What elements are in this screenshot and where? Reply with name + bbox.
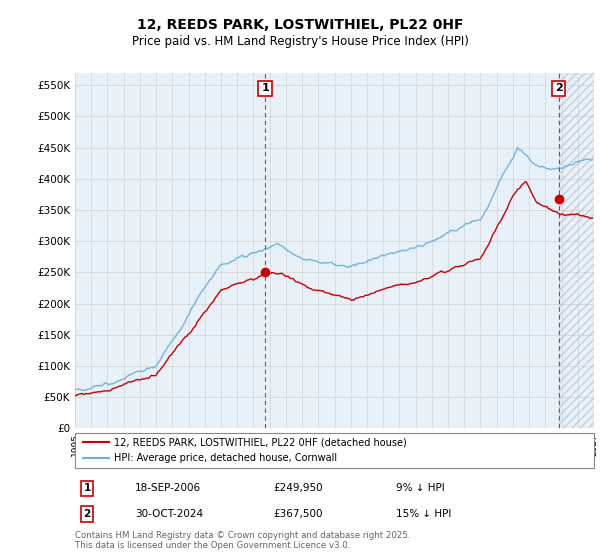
Text: 2: 2 <box>555 83 563 94</box>
Text: 12, REEDS PARK, LOSTWITHIEL, PL22 0HF (detached house): 12, REEDS PARK, LOSTWITHIEL, PL22 0HF (d… <box>114 437 407 447</box>
Text: 9% ↓ HPI: 9% ↓ HPI <box>396 483 445 493</box>
Text: 15% ↓ HPI: 15% ↓ HPI <box>396 509 451 519</box>
Text: Price paid vs. HM Land Registry's House Price Index (HPI): Price paid vs. HM Land Registry's House … <box>131 35 469 49</box>
Text: 30-OCT-2024: 30-OCT-2024 <box>135 509 203 519</box>
Text: HPI: Average price, detached house, Cornwall: HPI: Average price, detached house, Corn… <box>114 453 337 463</box>
Text: £249,950: £249,950 <box>273 483 323 493</box>
Text: £367,500: £367,500 <box>273 509 323 519</box>
Text: 18-SEP-2006: 18-SEP-2006 <box>135 483 201 493</box>
Text: 2: 2 <box>83 509 91 519</box>
Text: 12, REEDS PARK, LOSTWITHIEL, PL22 0HF: 12, REEDS PARK, LOSTWITHIEL, PL22 0HF <box>137 18 463 32</box>
Text: 1: 1 <box>261 83 269 94</box>
Text: Contains HM Land Registry data © Crown copyright and database right 2025.
This d: Contains HM Land Registry data © Crown c… <box>75 530 410 550</box>
Text: 1: 1 <box>83 483 91 493</box>
